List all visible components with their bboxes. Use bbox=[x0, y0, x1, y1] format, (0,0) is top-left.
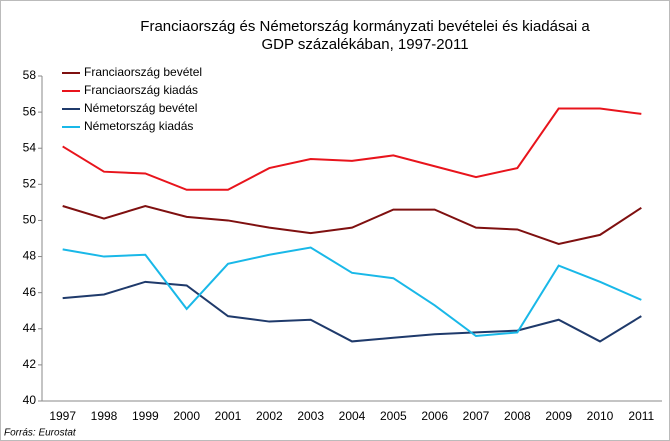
x-tick-label: 1999 bbox=[132, 409, 159, 423]
y-tick-label: 50 bbox=[23, 213, 37, 227]
x-tick-label: 2005 bbox=[380, 409, 407, 423]
y-tick-label: 54 bbox=[23, 140, 37, 154]
y-tick-label: 52 bbox=[23, 177, 37, 191]
x-tick-label: 2009 bbox=[545, 409, 572, 423]
y-tick-label: 42 bbox=[23, 357, 37, 371]
x-tick-label: 2000 bbox=[173, 409, 200, 423]
source-note: Forrás: Eurostat bbox=[4, 428, 77, 439]
x-tick-label: 1997 bbox=[49, 409, 76, 423]
y-tick-label: 58 bbox=[23, 68, 37, 82]
x-tick-label: 2006 bbox=[421, 409, 448, 423]
x-tick-label: 2008 bbox=[504, 409, 531, 423]
legend-label: Franciaország kiadás bbox=[84, 83, 198, 97]
x-tick-label: 2002 bbox=[256, 409, 283, 423]
series-line bbox=[62, 107, 642, 191]
x-tick-label: 2007 bbox=[463, 409, 490, 423]
y-tick-label: 44 bbox=[23, 321, 37, 335]
x-tick-label: 1998 bbox=[91, 409, 118, 423]
legend-label: Németország bevétel bbox=[84, 101, 197, 115]
y-tick-label: 56 bbox=[23, 104, 37, 118]
chart-title: Franciaország és Németország kormányzati… bbox=[140, 18, 590, 35]
y-tick-label: 48 bbox=[23, 249, 37, 263]
legend-label: Németország kiadás bbox=[84, 119, 193, 133]
series-line bbox=[62, 204, 642, 245]
series-line bbox=[62, 246, 642, 338]
legend-label: Franciaország bevétel bbox=[84, 65, 202, 79]
y-tick-label: 40 bbox=[23, 393, 37, 407]
x-tick-label: 2004 bbox=[339, 409, 366, 423]
x-tick-label: 2010 bbox=[587, 409, 614, 423]
series-line bbox=[62, 280, 642, 343]
x-tick-label: 2003 bbox=[297, 409, 324, 423]
chart-title: GDP százalékában, 1997-2011 bbox=[261, 36, 468, 53]
x-tick-label: 2001 bbox=[215, 409, 242, 423]
y-tick-label: 46 bbox=[23, 285, 37, 299]
x-tick-label: 2011 bbox=[628, 409, 654, 423]
